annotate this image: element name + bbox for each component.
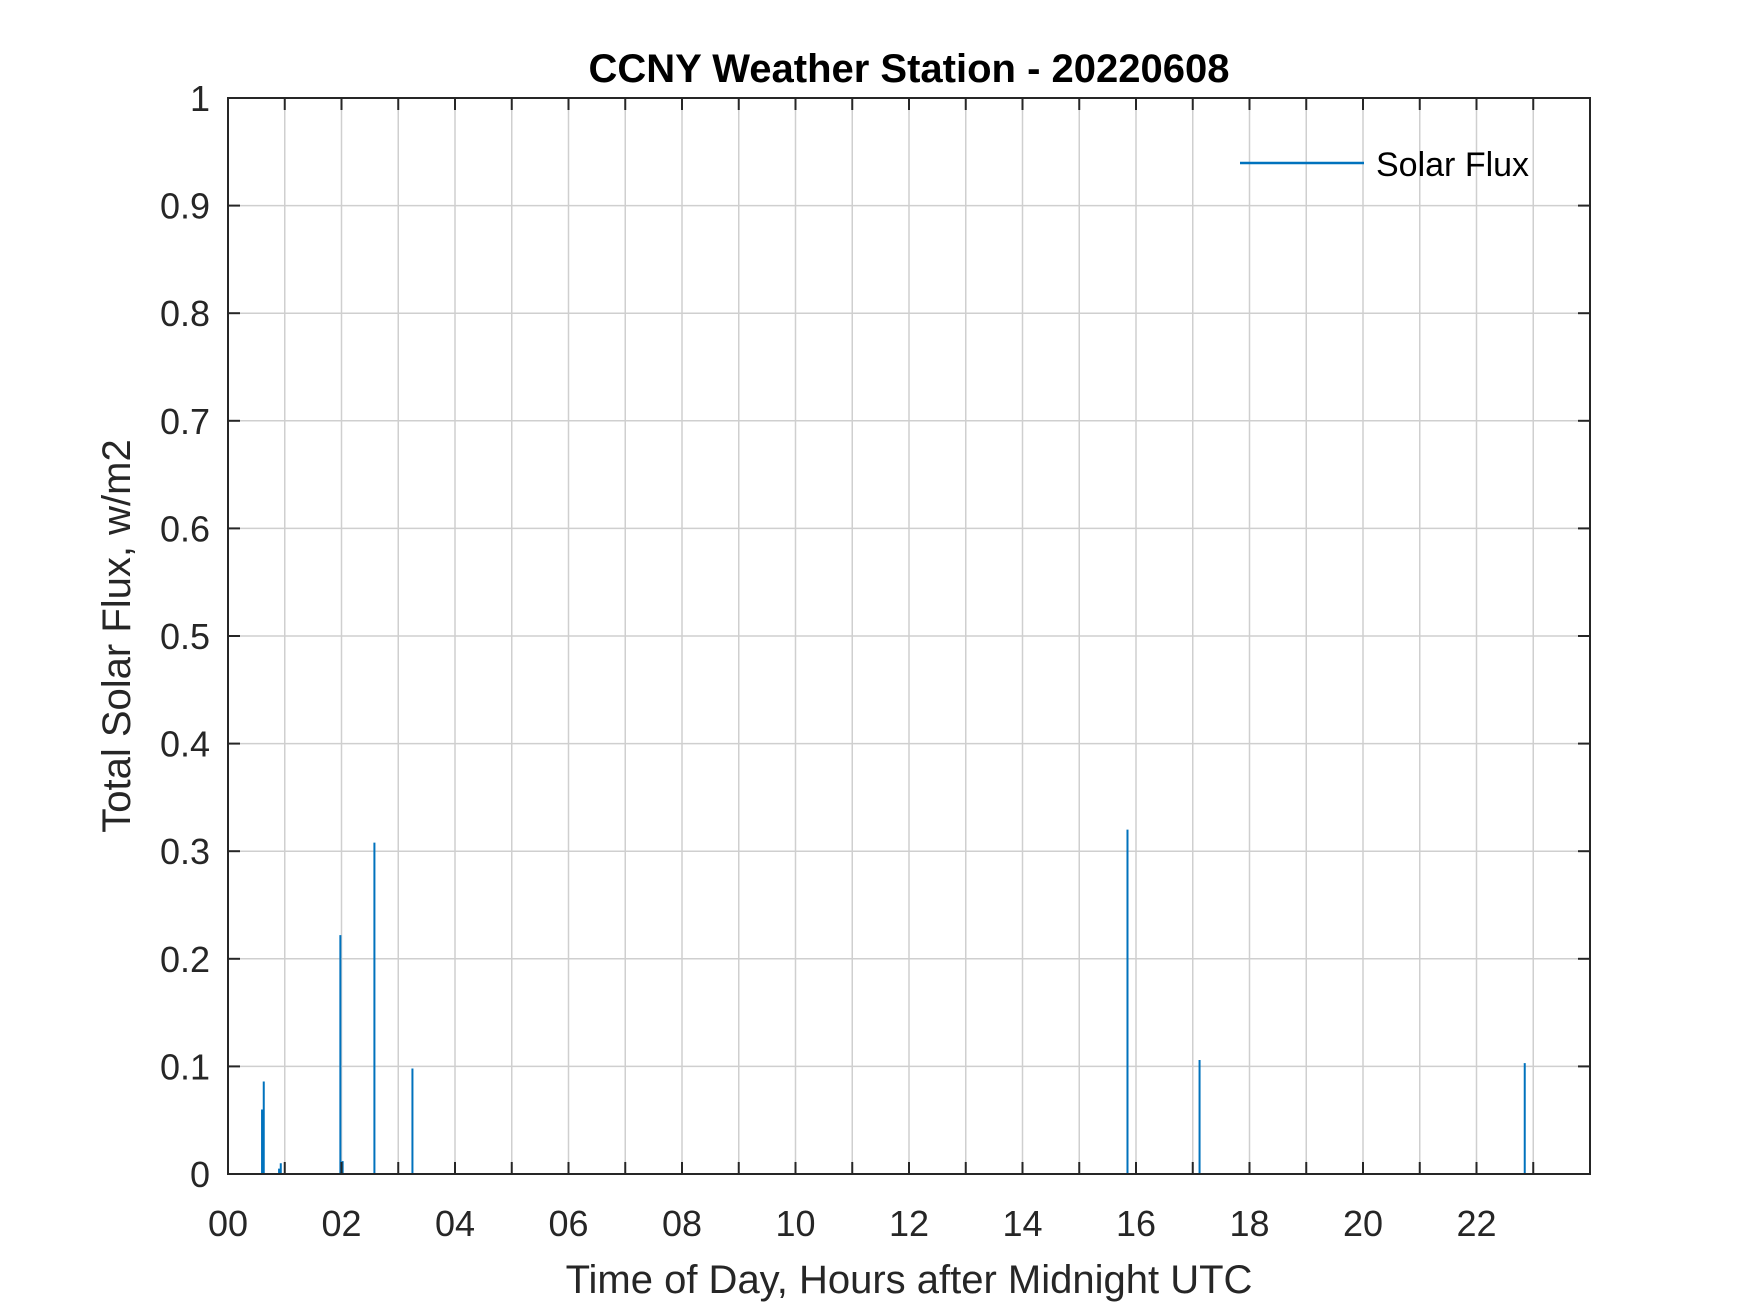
legend: Solar Flux xyxy=(1240,146,1529,184)
x-tick-label: 18 xyxy=(1229,1203,1269,1244)
axis-ticks: 00 02 04 06 08 10 12 14 16 18 20 22 0 0.1 0.2 0.3 0.4 0.5… xyxy=(160,78,1590,1244)
x-tick-label: 06 xyxy=(548,1203,588,1244)
x-tick-label: 08 xyxy=(662,1203,702,1244)
x-tick-label: 02 xyxy=(321,1203,361,1244)
y-tick-label: 0.7 xyxy=(160,401,210,442)
y-tick-label: 0.3 xyxy=(160,831,210,872)
y-tick-label: 1 xyxy=(190,78,210,119)
x-tick-label: 04 xyxy=(435,1203,475,1244)
y-tick-label: 0.1 xyxy=(160,1046,210,1087)
chart-title: CCNY Weather Station - 20220608 xyxy=(589,47,1230,91)
x-tick-label: 20 xyxy=(1343,1203,1383,1244)
y-tick-label: 0.8 xyxy=(160,293,210,334)
x-tick-label: 14 xyxy=(1002,1203,1042,1244)
y-tick-label: 0.6 xyxy=(160,508,210,549)
y-tick-label: 0.2 xyxy=(160,939,210,980)
x-tick-label: 16 xyxy=(1116,1203,1156,1244)
x-tick-label: 22 xyxy=(1456,1203,1496,1244)
x-axis-label: Time of Day, Hours after Midnight UTC xyxy=(566,1258,1253,1302)
x-tick-label: 00 xyxy=(208,1203,248,1244)
x-tick-label: 12 xyxy=(889,1203,929,1244)
y-tick-label: 0 xyxy=(190,1154,210,1195)
x-tick-label: 10 xyxy=(775,1203,815,1244)
y-tick-label: 0.9 xyxy=(160,186,210,227)
y-tick-label: 0.4 xyxy=(160,724,210,765)
y-axis-label: Total Solar Flux, w/m2 xyxy=(95,439,139,832)
y-tick-label: 0.5 xyxy=(160,616,210,657)
legend-label-solar-flux: Solar Flux xyxy=(1376,146,1529,184)
solar-flux-series xyxy=(261,829,1526,1174)
